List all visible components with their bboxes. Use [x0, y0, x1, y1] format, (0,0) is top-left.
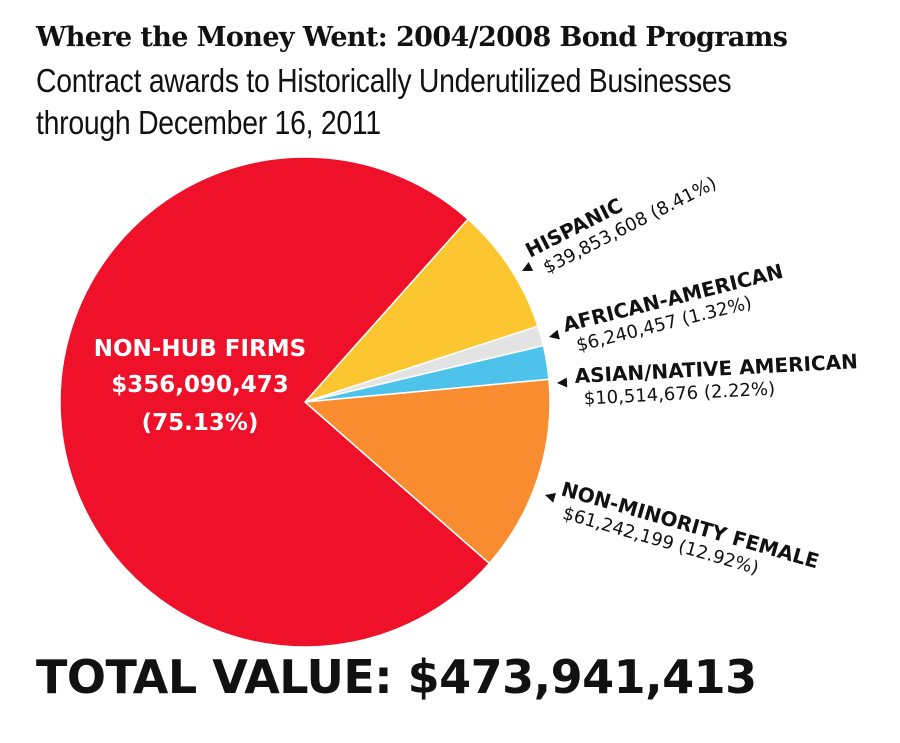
total-value: TOTAL VALUE: $473,941,413: [36, 650, 757, 704]
pointer-asian-native-american: [557, 377, 568, 388]
pie-slice-non-hub-firms: [59, 156, 491, 648]
chart-subtitle-line-1: Contract awards to Historically Underuti…: [36, 62, 732, 99]
pointer-hispanic: [522, 262, 534, 271]
label-non-hub-firms-value: $356,090,473: [111, 372, 289, 398]
label-non-hub-firms-name: NON-HUB FIRMS: [94, 336, 307, 362]
pie-slice-hispanic: [302, 218, 539, 404]
chart-subtitle-line-2: through December 16, 2011: [36, 104, 381, 141]
label-non-hub-firms-percent: (75.13%): [142, 410, 259, 436]
pointer-african-american: [549, 329, 560, 340]
chart-title: Where the Money Went: 2004/2008 Bond Pro…: [36, 22, 788, 53]
pie-slice-non-minority-female: [303, 378, 551, 565]
pointer-non-minority-female: [545, 492, 556, 503]
